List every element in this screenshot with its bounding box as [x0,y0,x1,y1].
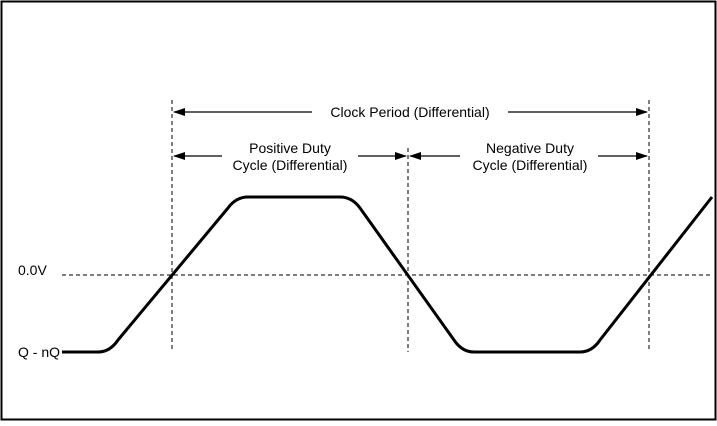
clock-period-label: Clock Period (Differential) [330,104,489,120]
zero-volt-label: 0.0V [18,262,47,278]
positive-duty-label-line1: Positive Duty [249,140,331,156]
positive-duty-label-line2: Cycle (Differential) [233,157,348,173]
negative-duty-label-line1: Negative Duty [486,140,574,156]
differential-waveform [62,195,714,354]
negative-duty-label-line2: Cycle (Differential) [473,157,588,173]
low-level-label: Q - nQ [18,344,60,360]
